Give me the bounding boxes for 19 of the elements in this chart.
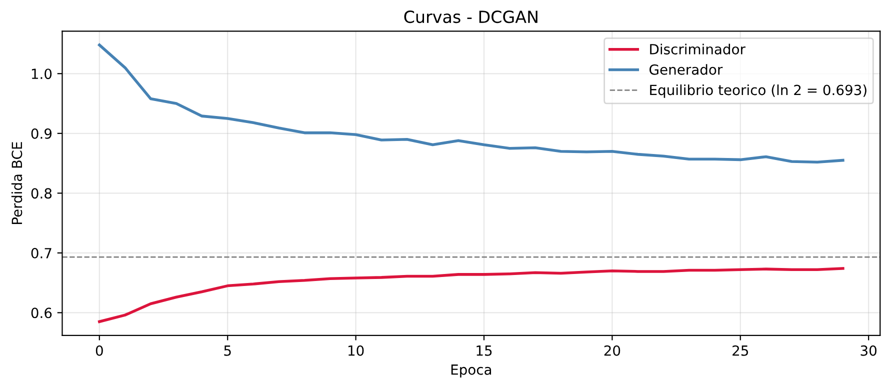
x-axis-title: Epoca bbox=[451, 364, 492, 378]
y-tick-label: 0.6 bbox=[31, 308, 52, 318]
line-series bbox=[98, 267, 844, 324]
x-tick-label: 0 bbox=[96, 345, 103, 356]
y-axis-title: Perdida BCE bbox=[11, 142, 22, 224]
y-tick-label: 1.0 bbox=[32, 68, 52, 80]
x-tick-label: 15 bbox=[476, 346, 492, 356]
x-tick-label: 20 bbox=[604, 345, 620, 356]
legend-label: Discriminador bbox=[650, 44, 746, 54]
x-tick-label: 30 bbox=[860, 345, 876, 356]
y-tick-label: 0.7 bbox=[31, 248, 52, 258]
x-tick-label: 25 bbox=[732, 345, 748, 356]
chart-title: Curvas - DCGAN bbox=[404, 10, 538, 24]
legend-label: Equilibrio teorico (ln 2 = 0.693) bbox=[650, 84, 866, 98]
x-tick-label: 10 bbox=[348, 345, 364, 356]
y-tick-label: 0.9 bbox=[31, 128, 52, 139]
y-tick-label: 0.8 bbox=[31, 188, 52, 199]
legend-label: Generador bbox=[650, 64, 723, 75]
x-tick-label: 5 bbox=[224, 346, 231, 356]
